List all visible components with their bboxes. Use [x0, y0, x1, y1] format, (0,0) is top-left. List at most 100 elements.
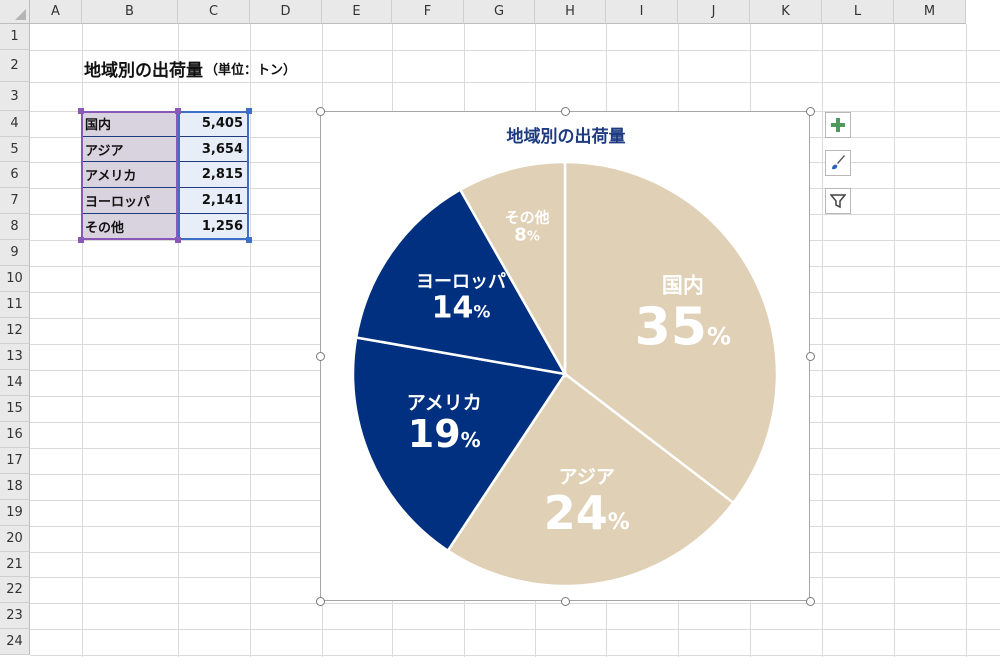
table-value-cell[interactable]: 2,815 [178, 162, 249, 188]
row-header[interactable]: 8 [0, 214, 30, 240]
column-header[interactable]: G [464, 0, 535, 24]
range-resize-handle[interactable] [175, 108, 181, 114]
row-header[interactable]: 13 [0, 344, 30, 370]
pie-slice[interactable] [351, 336, 568, 553]
percent-sign: % [473, 302, 490, 322]
percent-sign: % [608, 510, 630, 535]
table-label-cell[interactable]: ヨーロッパ [81, 188, 178, 214]
column-header[interactable]: F [392, 0, 464, 24]
column-header[interactable]: H [535, 0, 606, 24]
percent-sign: % [707, 322, 731, 350]
chart-resize-handle[interactable] [805, 596, 815, 606]
table-value-cell[interactable]: 5,405 [178, 111, 249, 137]
row-header[interactable]: 14 [0, 370, 30, 396]
row-header[interactable]: 19 [0, 500, 30, 526]
row-header[interactable]: 1 [0, 24, 30, 50]
table-label-cell[interactable]: 国内 [81, 111, 178, 137]
filter-icon [830, 194, 846, 209]
grid-line [30, 82, 1000, 83]
grid-line [178, 24, 179, 657]
chart-elements-button[interactable] [825, 112, 851, 138]
sheet-title-unit: （単位：トン） [205, 63, 297, 78]
percent-sign: % [461, 428, 481, 452]
pie-slice[interactable] [458, 160, 567, 379]
table-value-cell[interactable]: 3,654 [178, 137, 249, 162]
brush-icon [832, 155, 845, 170]
row-header[interactable]: 20 [0, 526, 30, 552]
grid-line [250, 24, 251, 657]
pie-chart[interactable]: 地域別の出荷量 国内 35% アジア 24% アメリカ 19% ヨーロッパ 14% その他 8% [320, 111, 810, 601]
chart-resize-handle[interactable] [805, 106, 815, 116]
row-header[interactable]: 2 [0, 50, 30, 82]
grid-line [30, 655, 1000, 656]
range-resize-handle[interactable] [246, 237, 252, 243]
chart-resize-handle[interactable] [315, 106, 325, 116]
row-header[interactable]: 11 [0, 292, 30, 318]
table-label-cell[interactable]: その他 [81, 214, 178, 240]
range-resize-handle[interactable] [246, 108, 252, 114]
column-header[interactable]: E [322, 0, 392, 24]
data-label-category: 国内 [662, 273, 704, 297]
column-header[interactable]: K [750, 0, 822, 24]
column-header[interactable]: B [82, 0, 178, 24]
row-header[interactable]: 17 [0, 448, 30, 474]
chart-styles-button[interactable] [825, 150, 851, 176]
grid-line [82, 24, 83, 657]
row-header[interactable]: 6 [0, 162, 30, 188]
column-header[interactable]: I [606, 0, 678, 24]
grid-line [30, 603, 1000, 604]
row-header[interactable]: 21 [0, 552, 30, 577]
column-header[interactable]: J [678, 0, 750, 24]
row-header[interactable]: 16 [0, 422, 30, 448]
grid-line [966, 24, 967, 657]
chart-resize-handle[interactable] [315, 596, 325, 606]
pie-slice[interactable] [354, 187, 568, 376]
row-header[interactable]: 24 [0, 629, 30, 655]
data-label-category: アメリカ [407, 392, 482, 414]
range-resize-handle[interactable] [78, 108, 84, 114]
range-resize-handle[interactable] [78, 237, 84, 243]
row-header[interactable]: 9 [0, 240, 30, 266]
data-label-category: アジア [559, 466, 615, 488]
data-label-category: ヨーロッパ [416, 271, 506, 292]
column-header[interactable]: D [250, 0, 322, 24]
grid-line [822, 24, 823, 657]
grid-line [30, 629, 1000, 630]
data-label-percent: 8% [514, 224, 540, 245]
sheet-title: 地域別の出荷量 [84, 61, 203, 81]
chart-title[interactable]: 地域別の出荷量 [506, 127, 626, 147]
row-header[interactable]: 18 [0, 474, 30, 500]
column-header[interactable]: L [822, 0, 894, 24]
column-header[interactable]: C [178, 0, 250, 24]
column-header[interactable]: A [30, 0, 82, 24]
pie-slice[interactable] [446, 372, 736, 588]
chart-resize-handle[interactable] [315, 351, 325, 361]
category-range-highlight [81, 111, 178, 240]
grid-line [894, 24, 895, 657]
data-label-category: その他 [505, 208, 550, 226]
table-value-cell[interactable]: 2,141 [178, 188, 249, 214]
row-header[interactable]: 15 [0, 396, 30, 422]
pie-slice[interactable] [563, 160, 779, 505]
range-resize-handle[interactable] [175, 237, 181, 243]
select-all-corner[interactable] [0, 0, 30, 24]
table-value-cell[interactable]: 1,256 [178, 214, 249, 240]
row-header[interactable]: 5 [0, 137, 30, 162]
sheet-title-cell[interactable]: 地域別の出荷量 （単位：トン） [84, 55, 296, 82]
column-header[interactable]: M [894, 0, 966, 24]
chart-resize-handle[interactable] [560, 106, 570, 116]
chart-resize-handle[interactable] [560, 596, 570, 606]
row-header[interactable]: 23 [0, 603, 30, 629]
chart-filters-button[interactable] [825, 188, 851, 214]
row-header[interactable]: 3 [0, 82, 30, 111]
row-header[interactable]: 4 [0, 111, 30, 137]
table-label-cell[interactable]: アメリカ [81, 162, 178, 188]
row-header[interactable]: 12 [0, 318, 30, 344]
row-header[interactable]: 10 [0, 266, 30, 292]
table-label-cell[interactable]: アジア [81, 137, 178, 162]
chart-resize-handle[interactable] [805, 351, 815, 361]
row-header[interactable]: 7 [0, 188, 30, 214]
row-header[interactable]: 22 [0, 577, 30, 603]
